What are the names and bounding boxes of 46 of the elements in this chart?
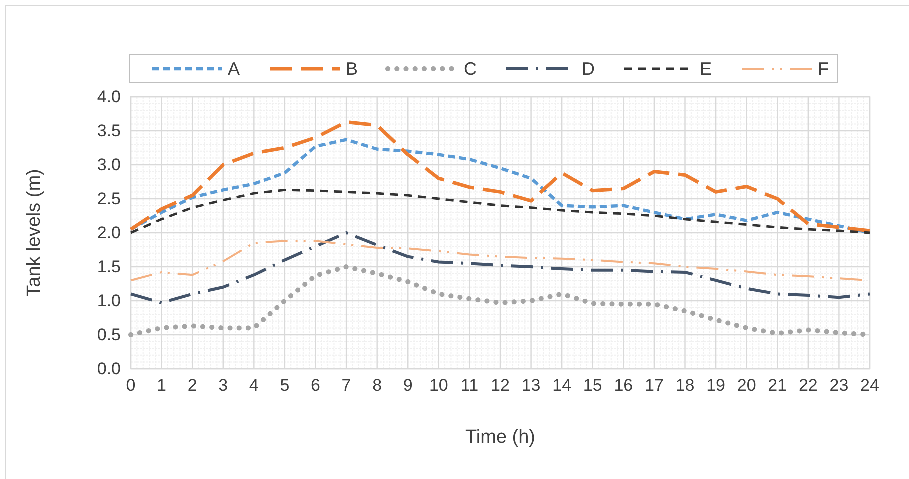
x-tick-label: 20 [737, 376, 756, 396]
y-tick-label: 1.5 [97, 257, 121, 276]
x-tick-label: 9 [403, 376, 413, 396]
legend-label: E [700, 59, 712, 79]
x-tick-label: 8 [372, 376, 382, 396]
x-tick-label: 15 [583, 376, 602, 396]
x-tick-label: 18 [676, 376, 695, 396]
y-tick-label: 3.5 [97, 121, 121, 140]
x-axis-title: Time (h) [465, 427, 536, 448]
x-tick-label: 11 [460, 376, 479, 396]
legend-label: A [228, 59, 240, 79]
x-tick-label: 24 [860, 376, 880, 396]
y-tick-label: 3.0 [97, 155, 121, 174]
x-tick-label: 12 [491, 376, 510, 396]
y-axis-title: Tank levels (m) [24, 169, 45, 297]
y-tick-label: 2.5 [97, 189, 121, 208]
x-tick-label: 3 [218, 376, 228, 396]
y-tick-label: 2.0 [97, 223, 121, 242]
legend-label: D [582, 59, 595, 79]
x-tick-label: 21 [768, 376, 788, 396]
x-tick-label: 19 [706, 376, 726, 396]
legend-label: F [818, 59, 829, 79]
legend-label: C [464, 59, 477, 79]
legend-label: B [346, 59, 358, 79]
x-tick-label: 16 [614, 376, 634, 396]
y-tick-label: 4.0 [97, 87, 121, 106]
x-tick-label: 14 [552, 376, 572, 396]
x-tick-label: 13 [522, 376, 541, 396]
y-tick-label: 1.0 [97, 291, 121, 310]
x-tick-label: 10 [429, 376, 448, 396]
x-tick-label: 1 [157, 376, 167, 396]
y-tick-label: 0.0 [97, 359, 121, 378]
x-tick-label: 0 [126, 376, 136, 396]
x-tick-label: 17 [644, 376, 664, 396]
x-tick-label: 7 [342, 376, 352, 396]
line-series [129, 138, 872, 235]
line-series [130, 232, 872, 305]
line-series [129, 120, 872, 233]
x-tick-label: 22 [798, 376, 818, 396]
y-tick-label: 0.5 [97, 325, 121, 344]
x-tick-label: 5 [280, 376, 290, 396]
x-tick-label: 6 [311, 376, 320, 396]
x-tick-label: 4 [249, 376, 259, 396]
x-tick-label: 23 [830, 376, 849, 396]
x-tick-label: 2 [188, 376, 198, 396]
line-series [130, 188, 872, 234]
